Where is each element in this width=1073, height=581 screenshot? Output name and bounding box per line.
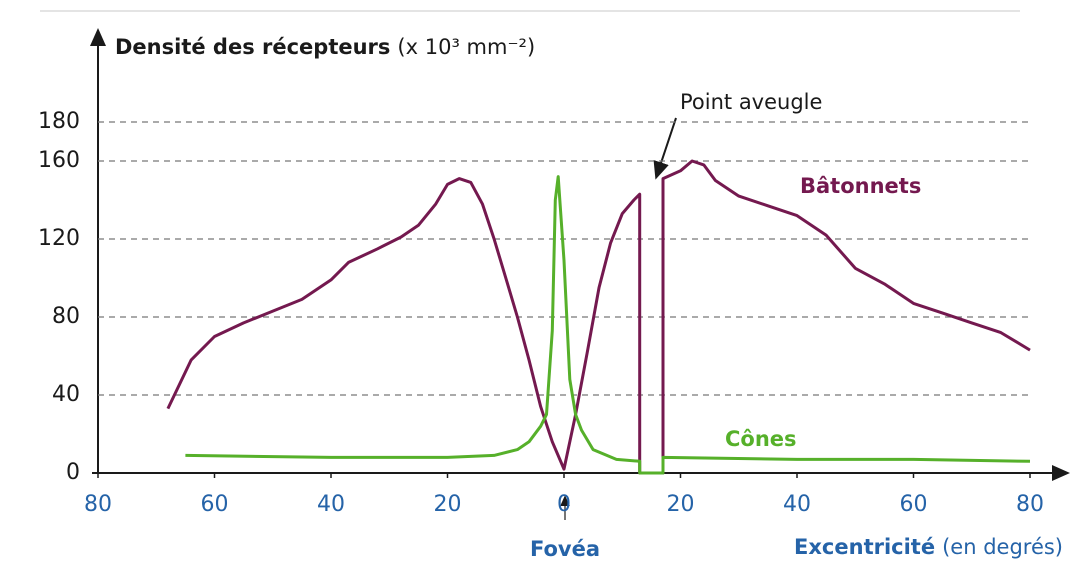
series-label: Cônes <box>725 427 797 451</box>
x-tick-label: 20 <box>434 492 462 517</box>
x-tick-label: 20 <box>667 492 695 517</box>
y-axis-label: Densité des récepteurs (x 10³ mm⁻²) <box>115 35 535 59</box>
blind-spot-arrow <box>653 117 677 180</box>
y-tick-label: 40 <box>52 382 80 407</box>
x-tick-label: 80 <box>84 492 112 517</box>
y-tick-label: 160 <box>38 148 80 173</box>
x-tick-label: 80 <box>1016 492 1044 517</box>
fovea-label: Fovéa <box>530 537 600 561</box>
x-tick-label: 40 <box>317 492 345 517</box>
x-tick-label: 60 <box>900 492 928 517</box>
y-tick-label: 180 <box>38 109 80 134</box>
x-tick-label: 40 <box>783 492 811 517</box>
y-label-main: Densité des récepteurs <box>115 35 390 59</box>
x-axis-label: Excentricité (en degrés) <box>794 535 1063 559</box>
x-label-unit: (en degrés) <box>942 535 1063 559</box>
y-tick-label: 0 <box>66 460 80 485</box>
x-label-main: Excentricité <box>794 535 935 559</box>
y-tick-label: 80 <box>52 304 80 329</box>
y-tick-label: 120 <box>38 226 80 251</box>
y-label-unit: (x 10³ mm⁻²) <box>397 35 535 59</box>
x-tick-label: 60 <box>201 492 229 517</box>
x-tick-label: 0 <box>557 492 571 517</box>
series-line <box>185 175 1031 475</box>
series-line <box>166 159 1031 475</box>
series-label: Bâtonnets <box>800 174 921 198</box>
blind-spot-label: Point aveugle <box>680 90 822 114</box>
